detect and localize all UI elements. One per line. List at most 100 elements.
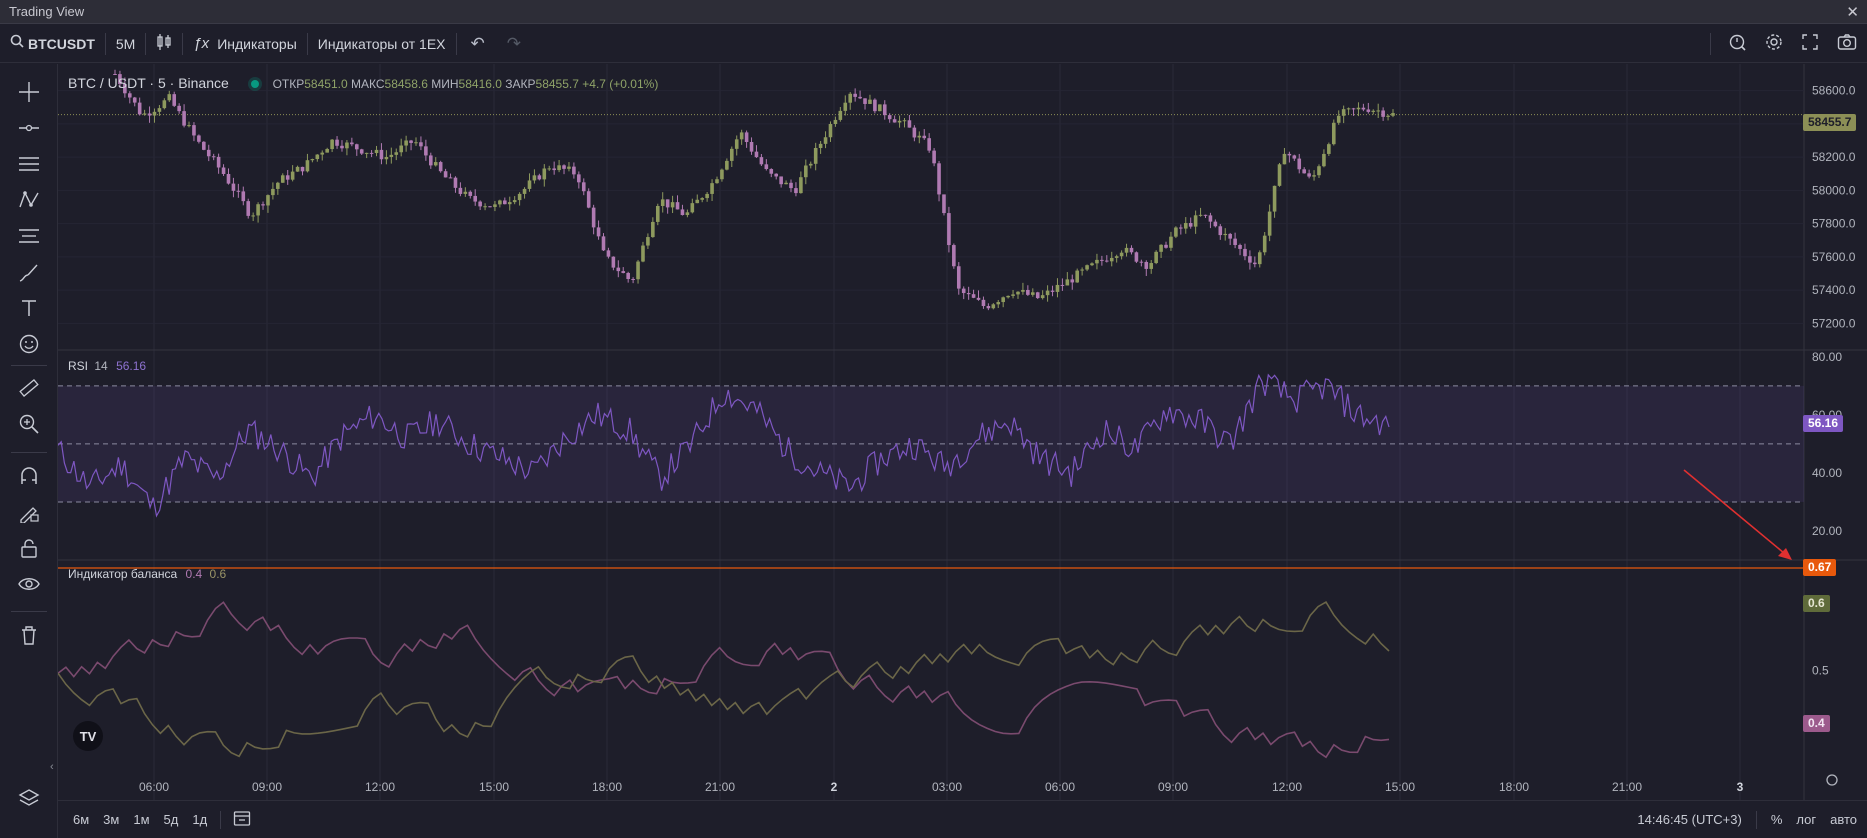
- candle-body: [858, 96, 862, 99]
- candle-body: [823, 137, 828, 144]
- candle-body: [626, 272, 630, 280]
- brush-icon[interactable]: [14, 257, 44, 287]
- text-icon[interactable]: [14, 293, 44, 323]
- candle-body: [581, 182, 586, 192]
- unlock-icon[interactable]: [14, 533, 44, 563]
- crosshair-icon[interactable]: [14, 77, 44, 107]
- toolbar-right: [1710, 25, 1857, 63]
- pattern-icon[interactable]: [14, 185, 44, 215]
- magnet-icon[interactable]: [14, 461, 44, 491]
- candle-body: [606, 250, 611, 257]
- balance-upper-tag: 0.6: [1803, 595, 1830, 612]
- candle-body: [863, 98, 867, 104]
- candle-body: [818, 143, 823, 149]
- candle-body: [705, 193, 709, 199]
- fullscreen-icon[interactable]: [1801, 33, 1819, 56]
- layers-icon[interactable]: [14, 783, 44, 813]
- toolbar-divider: [182, 32, 184, 55]
- candle-body: [1105, 260, 1109, 262]
- zoom-in-icon[interactable]: [14, 409, 44, 439]
- ruler-icon[interactable]: [14, 373, 44, 403]
- indicators-button[interactable]: ƒx Индикаторы: [183, 25, 306, 63]
- candle-body: [853, 93, 857, 97]
- candle-body: [710, 183, 714, 194]
- axis-settings-icon: [1826, 774, 1838, 786]
- trash-icon[interactable]: [14, 620, 44, 650]
- candle-body: [789, 182, 793, 189]
- candle-body: [917, 135, 922, 138]
- lock-drawing-icon[interactable]: [14, 497, 44, 527]
- candle-body: [1248, 256, 1252, 263]
- candle-body: [734, 139, 739, 149]
- time-axis-label: 2: [831, 780, 838, 794]
- emoji-icon[interactable]: [14, 329, 44, 359]
- clock[interactable]: 14:46:45 (UTC+3): [1637, 812, 1742, 827]
- bottom-divider: [220, 810, 222, 829]
- indicators-1ex-button[interactable]: Индикаторы от 1EX: [308, 25, 456, 63]
- range-5d[interactable]: 5д: [163, 812, 179, 827]
- trend-line-icon[interactable]: [14, 113, 44, 143]
- undo-button[interactable]: ↶: [457, 25, 499, 63]
- candle-body: [1060, 284, 1065, 286]
- candle-body: [700, 198, 704, 200]
- collapse-chevron-icon[interactable]: ‹: [50, 761, 54, 773]
- rsi-legend: RSI 14 56.16: [68, 359, 146, 373]
- candle-body: [1134, 252, 1139, 262]
- candle-body: [488, 206, 492, 208]
- chart-type-button[interactable]: [146, 25, 182, 63]
- candle-body: [887, 115, 892, 120]
- interval-button[interactable]: 5M: [106, 25, 145, 63]
- gear-icon[interactable]: [1765, 33, 1783, 56]
- horizontal-lines-icon[interactable]: [14, 149, 44, 179]
- close-icon[interactable]: ✕: [1846, 4, 1859, 21]
- candle-body: [1035, 292, 1040, 299]
- candle-body: [1174, 227, 1178, 237]
- candle-body: [409, 140, 413, 143]
- candle-body: [1159, 244, 1163, 252]
- candle-body: [320, 152, 325, 155]
- candle-body: [503, 200, 507, 205]
- candle-body: [769, 169, 774, 174]
- candle-body: [300, 166, 305, 172]
- candle-body: [256, 204, 260, 216]
- candle-body: [804, 165, 808, 178]
- candle-body: [932, 150, 936, 164]
- candle-body: [873, 99, 877, 112]
- chart-area[interactable]: 58600.058400.058200.058000.057800.057600…: [58, 64, 1867, 800]
- candle-body: [725, 160, 729, 170]
- range-6m[interactable]: 6м: [73, 812, 90, 827]
- tools-divider: [11, 611, 47, 612]
- range-1d[interactable]: 1д: [192, 812, 208, 827]
- candle-body: [123, 84, 127, 94]
- candle-body: [1011, 294, 1015, 296]
- candle-body: [616, 267, 621, 272]
- candle-body: [1109, 257, 1114, 262]
- candle-body: [197, 135, 201, 142]
- auto-toggle[interactable]: авто: [1830, 812, 1857, 827]
- camera-icon[interactable]: [1837, 33, 1857, 56]
- time-axis-label: 3: [1737, 780, 1744, 794]
- symbol-search-button[interactable]: BTCUSDT: [0, 25, 105, 63]
- redo-button[interactable]: ↷: [499, 25, 529, 63]
- candle-body: [882, 104, 887, 116]
- candle-body: [251, 215, 255, 217]
- candle-body: [1100, 259, 1104, 261]
- eye-icon[interactable]: [14, 569, 44, 599]
- candle-body: [1341, 109, 1346, 116]
- rsi-line: [58, 373, 1390, 518]
- replay-icon[interactable]: [1729, 33, 1747, 56]
- close-value: 58455.7: [535, 77, 579, 91]
- candle-body: [354, 144, 359, 150]
- candle-body: [577, 174, 581, 183]
- date-range-icon[interactable]: [227, 809, 257, 830]
- candle-body: [572, 166, 576, 175]
- candle-body: [1075, 270, 1080, 283]
- percent-toggle[interactable]: %: [1770, 812, 1783, 827]
- range-3m[interactable]: 3м: [103, 812, 120, 827]
- range-1m[interactable]: 1м: [133, 812, 150, 827]
- candle-body: [241, 191, 246, 202]
- log-toggle[interactable]: лог: [1796, 812, 1817, 827]
- price-axis-label: 58000.0: [1812, 183, 1856, 197]
- fib-icon[interactable]: [14, 221, 44, 251]
- market-status-dot: [250, 80, 259, 88]
